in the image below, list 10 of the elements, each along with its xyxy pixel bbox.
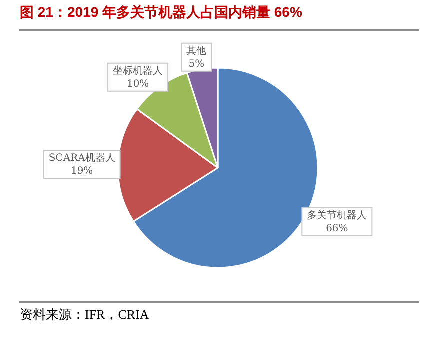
slice-label: SCARA机器人 <box>48 152 116 164</box>
chart-title: 图 21：2019 年多关节机器人占国内销量 66% <box>20 4 302 22</box>
data-label: 19% <box>70 166 94 178</box>
data-label: 10% <box>126 78 150 90</box>
slice-label: 多关节机器人 <box>307 210 368 222</box>
slice-label: 其他 <box>186 44 207 57</box>
text: 资料来源：IFR，CRIA <box>20 306 150 324</box>
slice-label: 坐标机器人 <box>113 64 164 77</box>
data-label: 66% <box>326 224 348 235</box>
data-label: 5% <box>188 58 205 70</box>
